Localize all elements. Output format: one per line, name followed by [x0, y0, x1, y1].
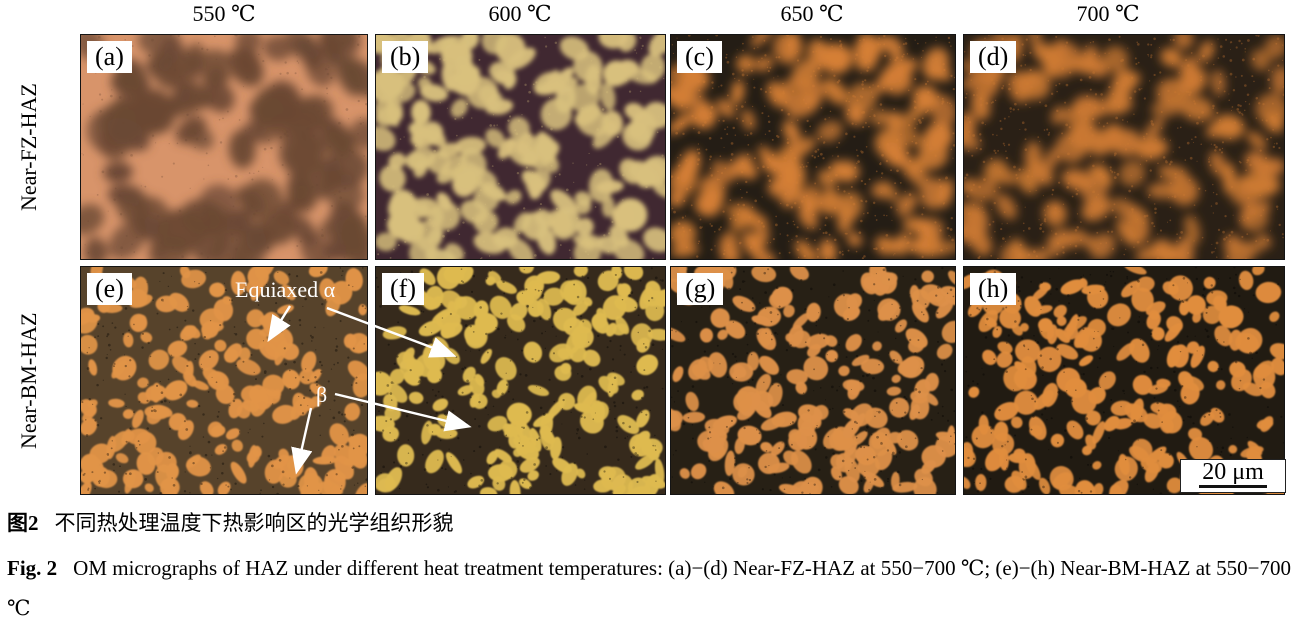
- micrograph-texture: [671, 35, 955, 259]
- scale-bar-label: 20 μm: [1202, 459, 1264, 485]
- micrograph-panel-c: (c): [670, 34, 956, 260]
- caption-zh-text: 不同热处理温度下热影响区的光学组织形貌: [54, 511, 454, 535]
- panel-label-c: (c): [677, 41, 722, 73]
- caption-en-text: OM micrographs of HAZ under different he…: [7, 556, 1291, 620]
- row-label-near-fz-haz: Near-FZ-HAZ: [16, 83, 41, 211]
- micrograph-texture: [376, 267, 665, 494]
- panel-label-d: (d): [970, 41, 1017, 73]
- caption-chinese: 图2 不同热处理温度下热影响区的光学组织形貌: [7, 506, 1295, 540]
- column-header-600C: 600 ℃: [488, 1, 552, 26]
- column-header-700C: 700 ℃: [1076, 1, 1140, 26]
- panel-label-a: (a): [87, 41, 132, 73]
- scale-bar-line: [1199, 485, 1267, 488]
- caption-en-figure-number: Fig. 2: [7, 556, 58, 580]
- micrograph-panel-b: (b): [375, 34, 666, 260]
- column-header-550C: 550 ℃: [192, 1, 256, 26]
- row-label-near-bm-haz: Near-BM-HAZ: [16, 312, 41, 449]
- panel-label-e: (e): [87, 273, 132, 305]
- micrograph-panel-f: (f): [375, 266, 666, 495]
- panel-label-f: (f): [382, 273, 424, 305]
- column-header-650C: 650 ℃: [780, 1, 844, 26]
- scale-bar: 20 μm: [1180, 459, 1286, 493]
- caption-english: Fig. 2 OM micrographs of HAZ under differ…: [7, 548, 1295, 628]
- panel-label-b: (b): [382, 41, 429, 73]
- panel-label-h: (h): [970, 273, 1017, 305]
- micrograph-panel-g: (g): [670, 266, 956, 495]
- micrograph-panel-e: (e): [80, 266, 368, 495]
- panel-label-g: (g): [677, 273, 724, 305]
- micrograph-panel-d: (d): [963, 34, 1285, 260]
- caption-zh-figure-number: 图2: [7, 511, 39, 535]
- micrograph-panel-a: (a): [80, 34, 368, 260]
- figure-caption: 图2 不同热处理温度下热影响区的光学组织形貌 Fig. 2 OM micrograp…: [7, 506, 1295, 628]
